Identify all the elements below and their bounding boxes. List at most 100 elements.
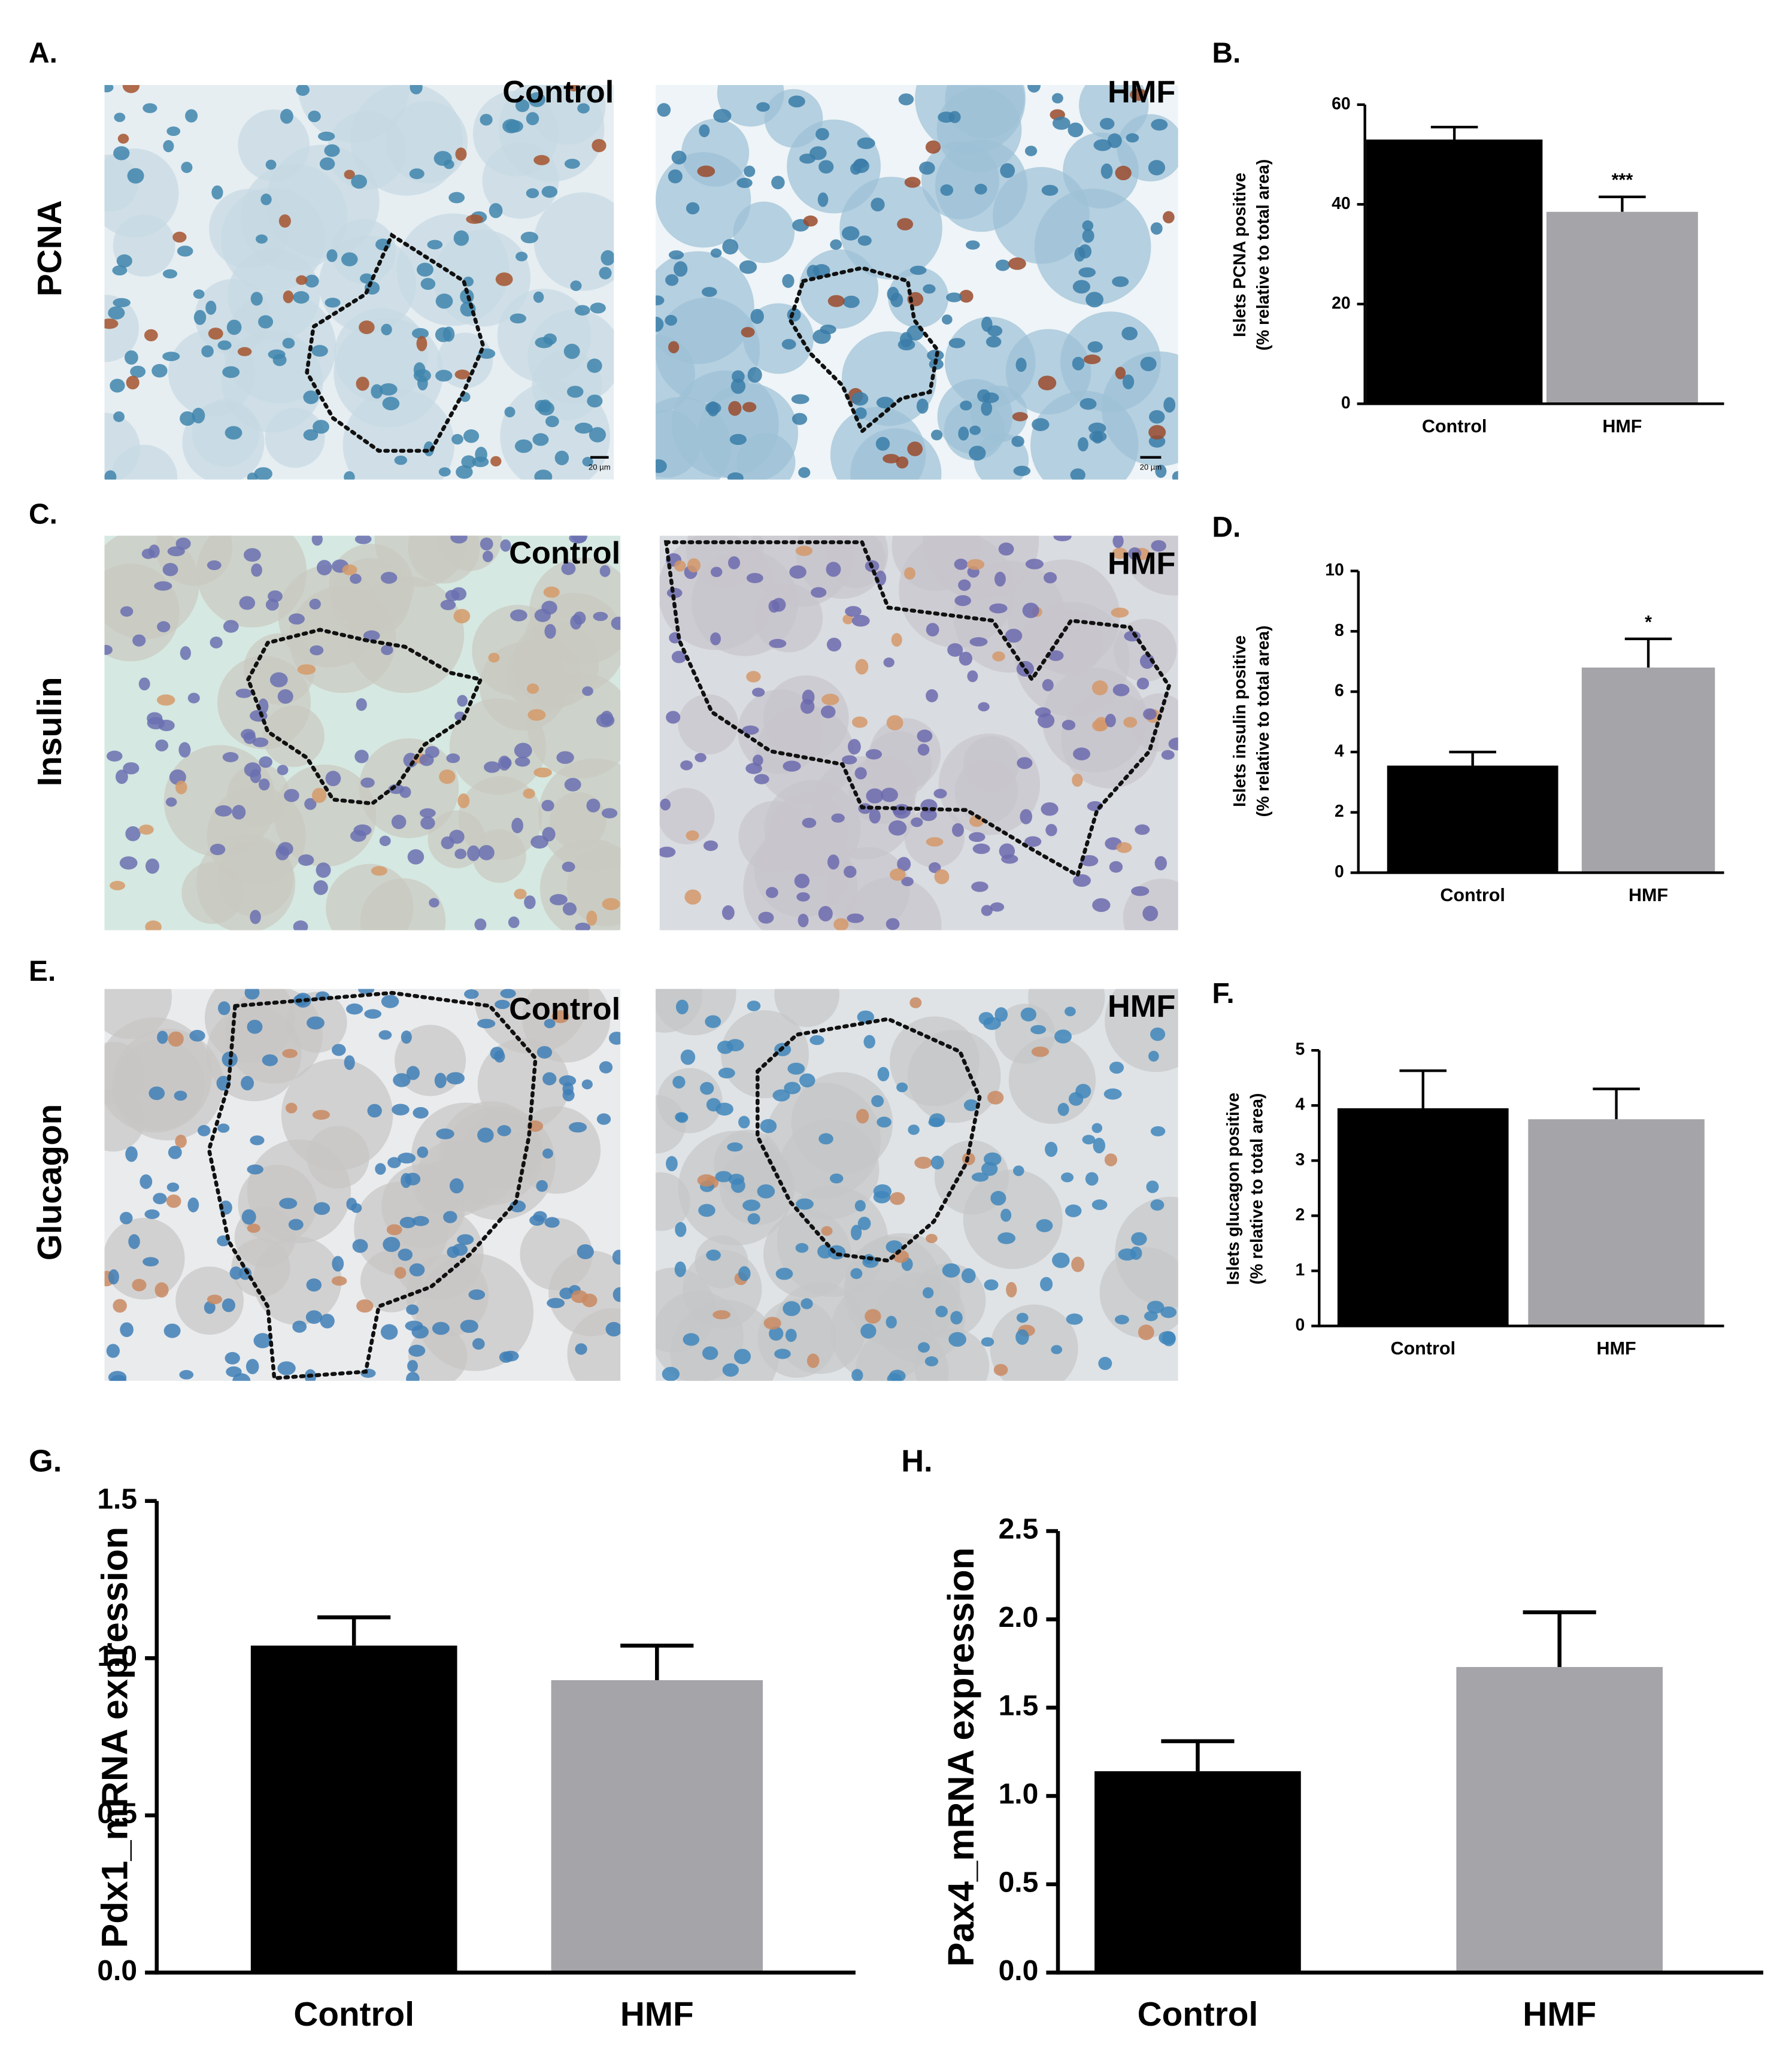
nucleus <box>674 1261 686 1277</box>
nucleus <box>440 599 456 611</box>
tissue-cell <box>764 780 861 877</box>
nucleus <box>842 295 860 308</box>
y-tick-label: 2.5 <box>999 1514 1039 1545</box>
nucleus <box>1078 437 1088 451</box>
nucleus <box>817 192 829 207</box>
nucleus <box>1146 1180 1159 1193</box>
nucleus <box>992 651 1005 662</box>
nucleus <box>799 1073 815 1088</box>
nucleus <box>229 1266 242 1280</box>
nucleus <box>477 1019 496 1029</box>
nucleus <box>983 1152 1002 1166</box>
nucleus <box>1024 146 1038 156</box>
nucleus <box>1109 861 1123 873</box>
nucleus <box>997 1232 1016 1244</box>
nucleus <box>104 645 113 655</box>
tissue-cell <box>278 565 381 668</box>
nucleus <box>904 177 921 188</box>
nucleus <box>876 396 894 409</box>
tissue-cell <box>738 689 823 774</box>
nucleus <box>769 639 787 648</box>
nucleus <box>488 653 500 663</box>
nucleus <box>166 1194 181 1208</box>
row-label: Glucagon <box>31 1104 69 1260</box>
nucleus <box>1078 267 1096 278</box>
y-tick-label: 2 <box>1335 802 1344 821</box>
nucleus <box>715 1171 732 1183</box>
nucleus <box>163 140 174 153</box>
nucleus <box>818 906 833 922</box>
nucleus <box>1072 774 1083 787</box>
nucleus <box>407 849 424 865</box>
nucleus <box>460 1319 478 1333</box>
nucleus <box>269 672 288 687</box>
nucleus <box>1121 326 1138 341</box>
nucleus <box>946 292 962 302</box>
tissue-cell <box>104 154 139 212</box>
nucleus <box>806 1353 820 1368</box>
tissue-cell <box>899 535 1015 648</box>
nucleus <box>875 437 890 451</box>
nucleus <box>934 869 950 884</box>
bar <box>1094 1771 1301 1973</box>
nucleus <box>490 1047 504 1060</box>
nucleus <box>1005 629 1023 643</box>
nucleus <box>966 240 980 250</box>
nucleus <box>587 394 603 408</box>
nucleus <box>1085 292 1103 308</box>
nucleus <box>113 411 125 422</box>
nucleus <box>581 1079 593 1090</box>
nucleus <box>539 399 551 413</box>
nucleus <box>364 1009 381 1019</box>
nucleus <box>1088 422 1106 434</box>
nucleus <box>435 369 453 382</box>
nucleus <box>917 1342 930 1353</box>
nucleus <box>984 1279 999 1291</box>
nucleus <box>344 1055 355 1070</box>
nucleus <box>350 574 362 584</box>
nucleus <box>1112 547 1128 559</box>
nucleus <box>289 613 305 625</box>
nucleus <box>1030 1025 1047 1035</box>
nucleus <box>971 1172 989 1182</box>
nucleus <box>484 761 501 773</box>
nucleus <box>1065 1204 1082 1217</box>
nucleus <box>721 905 735 920</box>
nucleus <box>1053 535 1072 541</box>
nucleus <box>987 1090 1004 1105</box>
micrograph-label: Control <box>502 75 614 110</box>
islet-outline <box>305 232 486 453</box>
nucleus <box>253 1333 272 1348</box>
bar <box>1546 211 1698 404</box>
nucleus <box>406 1372 420 1381</box>
nucleus <box>752 687 765 697</box>
nucleus <box>971 881 989 892</box>
nucleus <box>660 798 671 811</box>
nucleus <box>760 1119 777 1133</box>
nucleus <box>662 1366 680 1381</box>
tissue-cell <box>307 1126 369 1189</box>
nucleus <box>222 1298 235 1313</box>
nucleus <box>450 535 468 544</box>
nucleus <box>419 754 434 766</box>
nucleus <box>1083 354 1101 365</box>
nucleus <box>145 858 160 874</box>
nucleus <box>367 1104 382 1118</box>
nucleus <box>972 843 990 854</box>
nucleus <box>359 320 375 335</box>
nucleus <box>526 112 539 126</box>
nucleus <box>533 154 550 165</box>
nucleus <box>706 1098 721 1112</box>
nucleus <box>296 275 308 285</box>
tissue-cell <box>721 1010 809 1099</box>
nucleus <box>1006 1282 1017 1298</box>
nucleus <box>297 664 316 675</box>
nucleus <box>1031 1046 1050 1057</box>
y-tick-label: 40 <box>1332 194 1351 213</box>
nucleus <box>728 556 741 569</box>
nucleus <box>316 560 332 575</box>
nucleus <box>582 457 593 467</box>
nucleus <box>262 1054 278 1066</box>
nucleus <box>445 590 460 602</box>
nucleus <box>656 459 667 473</box>
